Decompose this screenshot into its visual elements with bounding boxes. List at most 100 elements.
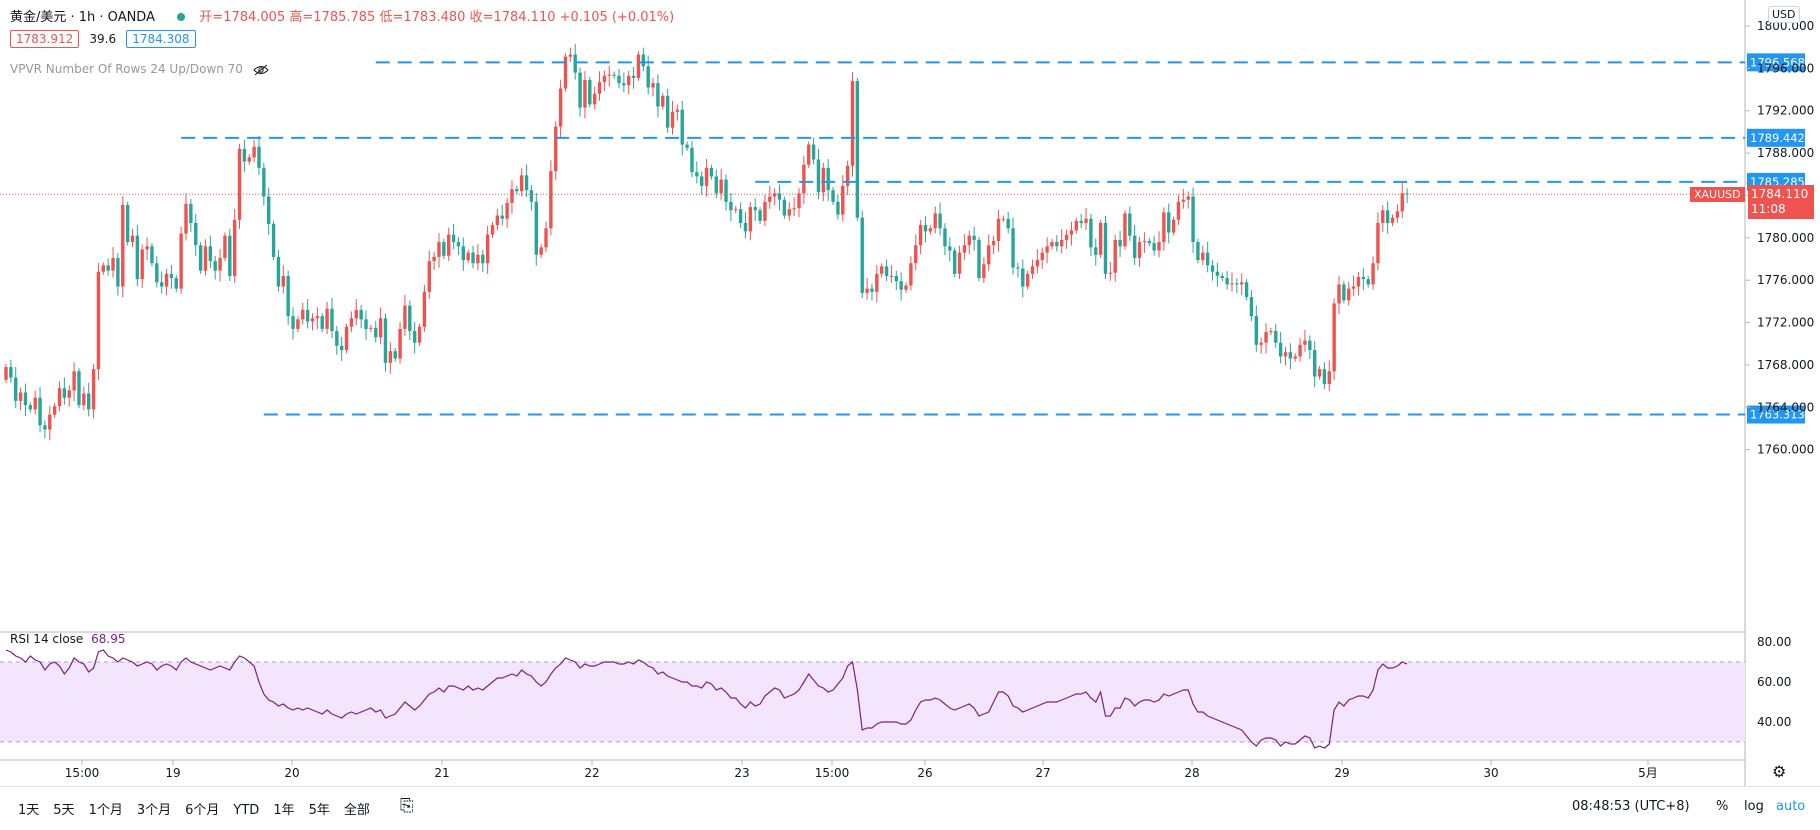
currency-badge[interactable]: USD (1768, 6, 1800, 23)
candle-body (729, 201, 733, 211)
timeframe-button[interactable]: 1个月 (88, 803, 123, 818)
candle-body (1342, 284, 1346, 301)
candle-body (768, 196, 772, 202)
timeframe-button[interactable]: YTD (233, 803, 260, 818)
candle-body (393, 351, 397, 359)
bid-price[interactable]: 1783.912 (10, 30, 80, 48)
candle-body (412, 331, 417, 343)
candle-body (281, 275, 286, 287)
timeframe-button[interactable]: 1天 (18, 803, 40, 818)
candle-body (943, 228, 947, 247)
hide-eye-icon[interactable] (253, 64, 269, 76)
auto-toggle[interactable]: auto (1776, 799, 1806, 814)
candle-body (1400, 193, 1404, 212)
candle-body (1356, 277, 1361, 287)
log-toggle[interactable]: log (1744, 799, 1764, 814)
candle-body (18, 392, 23, 401)
candle-body (602, 75, 607, 83)
candle-body (325, 308, 329, 329)
candle-body (1025, 273, 1030, 287)
timeframe-button[interactable]: 1年 (273, 803, 295, 818)
candle-body (466, 252, 470, 261)
time-tick-label: 19 (165, 766, 180, 780)
settings-gear-icon[interactable]: ⚙ (1772, 762, 1787, 781)
candle-body (1055, 242, 1059, 247)
candle-body (1293, 356, 1297, 359)
candle-body (1152, 243, 1156, 251)
timeframe-button[interactable]: 6个月 (185, 803, 220, 818)
candle-body (242, 148, 247, 162)
candle-body (198, 245, 203, 271)
candle-body (661, 95, 665, 107)
candle-body (889, 275, 894, 277)
candle-body (179, 233, 183, 289)
candle-body (1132, 235, 1137, 258)
candle-body (77, 371, 81, 406)
ask-price[interactable]: 1784.308 (126, 30, 196, 48)
candle-body (87, 393, 91, 410)
candle-body (1094, 247, 1098, 255)
candle-body (82, 393, 86, 406)
clock-display[interactable]: 08:48:53 (UTC+8) (1572, 799, 1690, 814)
percent-toggle[interactable]: % (1716, 799, 1729, 814)
candle-body (135, 235, 140, 280)
timeframe-list: 1天 5天 1个月 3个月 6个月 YTD 1年 5年 全部 (18, 799, 384, 818)
candle-body (194, 222, 198, 246)
candle-body (125, 204, 130, 243)
time-axis[interactable]: 15:00 19 20 21 22 23 15:00 26 27 28 29 30 5月 (65, 760, 1658, 780)
candle-body (339, 345, 344, 351)
candle-body (831, 190, 835, 202)
candle-body (991, 240, 996, 246)
candle-body (1016, 267, 1020, 269)
vpvr-legend[interactable]: VPVR Number Of Rows 24 Up/Down 70 (10, 62, 269, 76)
candle-body (1351, 286, 1356, 289)
candle-body (612, 74, 616, 76)
candle-body (1327, 371, 1331, 384)
candle-body (218, 257, 222, 271)
candle-body (1385, 210, 1390, 223)
candle-body (1069, 230, 1074, 235)
candle-body (315, 316, 320, 319)
candle-body (437, 242, 441, 257)
timeframe-button[interactable]: 5天 (53, 803, 75, 818)
rsi-line (5, 649, 1408, 749)
candle-body (1376, 222, 1380, 264)
rsi-pane (0, 649, 1745, 749)
candle-body (554, 126, 558, 172)
price-tick-label: 1780.000 (1757, 231, 1814, 245)
candle-body (967, 235, 971, 246)
timeframe-button[interactable]: 3个月 (136, 803, 172, 818)
candle-body (782, 199, 787, 216)
candle-body (1142, 240, 1147, 243)
candle-body (938, 213, 942, 229)
candle-body (427, 261, 431, 292)
rsi-legend[interactable]: RSI 14 close 68.95 (10, 632, 126, 646)
candle-body (641, 54, 646, 67)
timeframe-button[interactable]: 全部 (343, 803, 370, 818)
candle-body (442, 242, 446, 256)
market-open-dot (177, 13, 186, 21)
symbol-legend[interactable]: 黄金/美元 · 1h · OANDA 开=1784.005 高=1785.785… (10, 6, 674, 25)
candle-body (734, 209, 738, 211)
candle-body (772, 193, 777, 197)
candle-body (203, 246, 208, 271)
candle-body (948, 246, 952, 251)
time-tick-label: 22 (584, 766, 599, 780)
candle-body (656, 83, 660, 107)
candle-body (544, 228, 548, 248)
candle-body (354, 309, 358, 319)
candle-body (330, 308, 334, 332)
candle-body (743, 222, 748, 232)
compare-icon[interactable]: ⎘ (400, 796, 414, 816)
candle-body (398, 328, 402, 359)
candle-body (1089, 218, 1093, 248)
candle-body (262, 167, 266, 197)
candle-body (1337, 284, 1341, 304)
candles (0, 43, 1745, 441)
candle-body (1176, 201, 1181, 220)
candle-body (1030, 266, 1035, 274)
candle-body (894, 275, 898, 282)
timeframe-button[interactable]: 5年 (308, 803, 330, 818)
candle-body (57, 388, 62, 407)
